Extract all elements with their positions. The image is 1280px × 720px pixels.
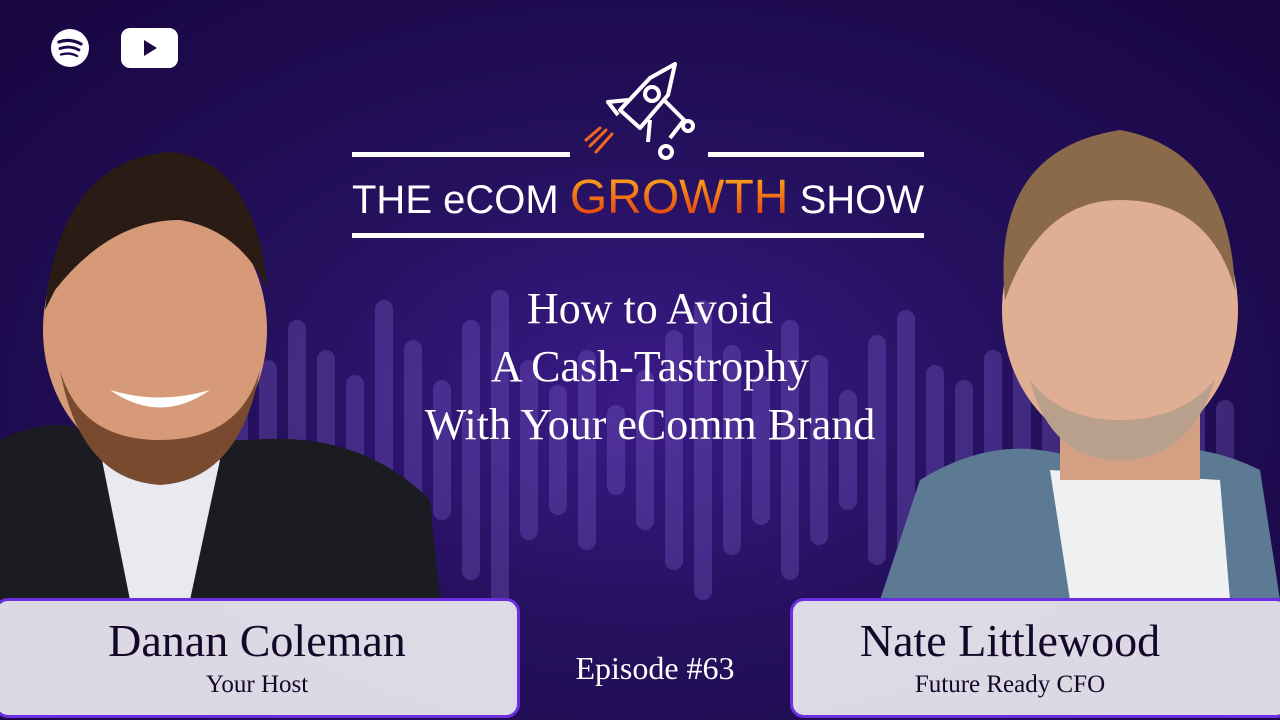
- host-photo: [0, 152, 440, 600]
- divider: [708, 152, 924, 157]
- waveform-bar: [839, 390, 857, 510]
- waveform-bar: [723, 345, 741, 555]
- guest-name-card: Nate Littlewood Future Ready CFO: [790, 598, 1280, 718]
- waveform-bar: [810, 355, 828, 545]
- host-name-card: Danan Coleman Your Host: [0, 598, 520, 718]
- waveform-bar: [520, 360, 538, 540]
- spotify-icon[interactable]: [50, 28, 90, 68]
- waveform-bar: [549, 385, 567, 515]
- episode-headline: How to Avoid A Cash-Tastrophy With Your …: [340, 280, 960, 454]
- youtube-icon[interactable]: [121, 28, 178, 68]
- waveform-bar: [694, 300, 712, 600]
- waveform-bar: [578, 350, 596, 550]
- headline-line: A Cash-Tastrophy: [490, 342, 810, 391]
- guest-name: Nate Littlewood: [859, 615, 1161, 666]
- host-name: Danan Coleman: [108, 615, 406, 666]
- waveform-bar: [781, 320, 799, 580]
- waveform-bar: [462, 320, 480, 580]
- headline-line: With Your eComm Brand: [424, 400, 876, 449]
- divider: [352, 152, 570, 157]
- show-title: THE eCOM GROWTH SHOW: [352, 170, 924, 225]
- show-title-suffix: SHOW: [799, 178, 924, 222]
- waveform-bar: [636, 370, 654, 530]
- headline-line: How to Avoid: [526, 284, 774, 333]
- rocket-icon: [584, 62, 695, 160]
- waveform-bar: [665, 330, 683, 570]
- guest-photo: [880, 130, 1280, 600]
- divider: [352, 233, 924, 238]
- waveform-bar: [868, 335, 886, 565]
- host-role: Your Host: [205, 671, 309, 698]
- guest-role: Future Ready CFO: [914, 671, 1106, 698]
- show-title-highlight: GROWTH: [569, 171, 789, 224]
- waveform-bar: [433, 380, 451, 520]
- show-title-prefix: THE eCOM: [352, 178, 559, 222]
- waveform-bar: [491, 290, 509, 610]
- episode-number: Episode #63: [575, 650, 735, 686]
- waveform-bar: [607, 405, 625, 495]
- waveform-bar: [752, 375, 770, 525]
